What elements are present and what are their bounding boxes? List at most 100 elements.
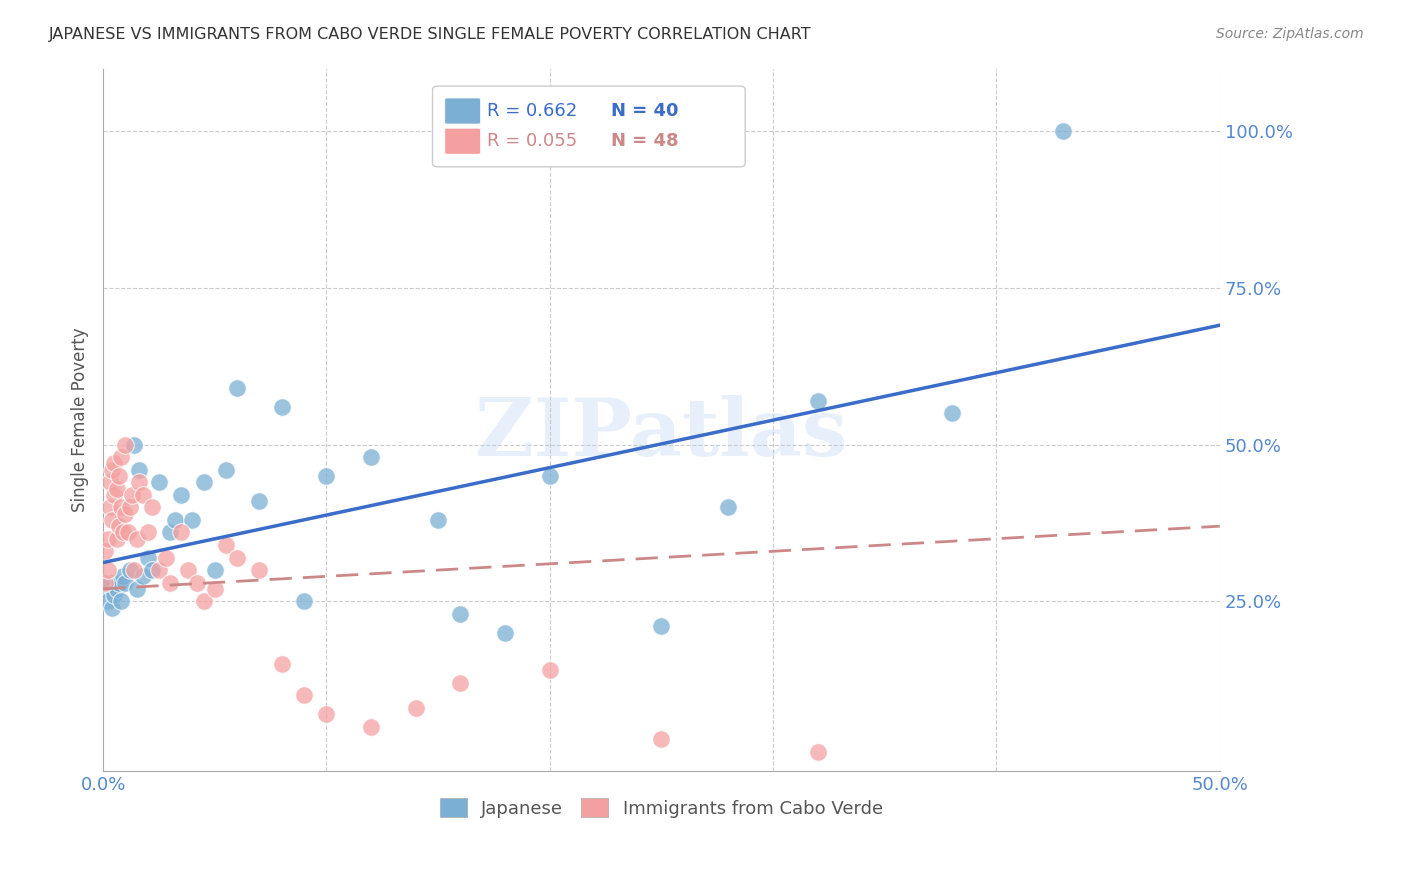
Point bbox=[315, 469, 337, 483]
Point bbox=[315, 707, 337, 722]
Point bbox=[98, 500, 121, 515]
Text: Source: ZipAtlas.com: Source: ZipAtlas.com bbox=[1216, 27, 1364, 41]
Point bbox=[650, 619, 672, 633]
Point bbox=[449, 607, 471, 621]
FancyBboxPatch shape bbox=[444, 128, 481, 154]
Point bbox=[103, 588, 125, 602]
Point bbox=[141, 500, 163, 515]
Text: R = 0.055: R = 0.055 bbox=[488, 132, 578, 150]
Text: JAPANESE VS IMMIGRANTS FROM CABO VERDE SINGLE FEMALE POVERTY CORRELATION CHART: JAPANESE VS IMMIGRANTS FROM CABO VERDE S… bbox=[49, 27, 811, 42]
Point bbox=[94, 582, 117, 596]
Point bbox=[159, 525, 181, 540]
Point bbox=[94, 575, 117, 590]
Text: N = 48: N = 48 bbox=[612, 132, 679, 150]
Point bbox=[360, 720, 382, 734]
Point bbox=[98, 575, 121, 590]
Point bbox=[204, 582, 226, 596]
Point bbox=[807, 393, 830, 408]
Point bbox=[170, 525, 193, 540]
Point bbox=[159, 575, 181, 590]
Point bbox=[215, 538, 238, 552]
Legend: Japanese, Immigrants from Cabo Verde: Japanese, Immigrants from Cabo Verde bbox=[433, 791, 890, 825]
Point bbox=[118, 563, 141, 577]
Point bbox=[105, 582, 128, 596]
Point bbox=[125, 582, 148, 596]
Point bbox=[103, 457, 125, 471]
Point bbox=[112, 525, 135, 540]
Point bbox=[124, 563, 146, 577]
Text: R = 0.662: R = 0.662 bbox=[488, 102, 578, 120]
Point bbox=[101, 600, 124, 615]
Point bbox=[360, 450, 382, 465]
Point bbox=[101, 463, 124, 477]
Point bbox=[118, 500, 141, 515]
Point bbox=[110, 594, 132, 608]
Point bbox=[136, 525, 159, 540]
Point bbox=[215, 463, 238, 477]
Point bbox=[270, 657, 292, 672]
Point bbox=[249, 494, 271, 508]
Point bbox=[136, 550, 159, 565]
Point bbox=[107, 469, 129, 483]
Point bbox=[114, 575, 136, 590]
Point bbox=[98, 475, 121, 490]
Point bbox=[538, 664, 561, 678]
Point bbox=[405, 701, 427, 715]
Point bbox=[124, 438, 146, 452]
Point bbox=[538, 469, 561, 483]
Point bbox=[292, 594, 315, 608]
Point bbox=[105, 482, 128, 496]
Point bbox=[103, 488, 125, 502]
Point bbox=[494, 625, 516, 640]
Point bbox=[128, 463, 150, 477]
Point bbox=[941, 406, 963, 420]
Point bbox=[112, 569, 135, 583]
Point bbox=[807, 745, 830, 759]
Point bbox=[114, 507, 136, 521]
Point bbox=[117, 525, 139, 540]
Point bbox=[170, 488, 193, 502]
Point bbox=[226, 381, 249, 395]
Point bbox=[121, 488, 143, 502]
Point bbox=[97, 594, 120, 608]
Point bbox=[163, 513, 186, 527]
Point bbox=[270, 400, 292, 414]
Text: N = 40: N = 40 bbox=[612, 102, 679, 120]
Point bbox=[132, 569, 155, 583]
Point bbox=[1052, 124, 1074, 138]
FancyBboxPatch shape bbox=[444, 98, 481, 124]
Point bbox=[177, 563, 200, 577]
Point bbox=[148, 475, 170, 490]
Point bbox=[204, 563, 226, 577]
Text: ZIPatlas: ZIPatlas bbox=[475, 394, 848, 473]
Point bbox=[427, 513, 450, 527]
Point bbox=[107, 519, 129, 533]
Point bbox=[110, 500, 132, 515]
Point bbox=[97, 563, 120, 577]
Point bbox=[650, 732, 672, 747]
Point bbox=[193, 475, 215, 490]
Point bbox=[186, 575, 208, 590]
Point bbox=[181, 513, 204, 527]
Point bbox=[449, 676, 471, 690]
Point bbox=[110, 450, 132, 465]
Point bbox=[292, 689, 315, 703]
Point bbox=[717, 500, 740, 515]
Point bbox=[125, 532, 148, 546]
Y-axis label: Single Female Poverty: Single Female Poverty bbox=[72, 327, 89, 512]
Point bbox=[97, 532, 120, 546]
Point bbox=[193, 594, 215, 608]
Point bbox=[249, 563, 271, 577]
Point bbox=[132, 488, 155, 502]
Point bbox=[94, 544, 117, 558]
Point bbox=[105, 532, 128, 546]
Point bbox=[114, 438, 136, 452]
Point bbox=[141, 563, 163, 577]
Point bbox=[128, 475, 150, 490]
Point bbox=[101, 513, 124, 527]
Point bbox=[226, 550, 249, 565]
FancyBboxPatch shape bbox=[433, 86, 745, 167]
Point bbox=[107, 575, 129, 590]
Point bbox=[155, 550, 177, 565]
Point bbox=[148, 563, 170, 577]
